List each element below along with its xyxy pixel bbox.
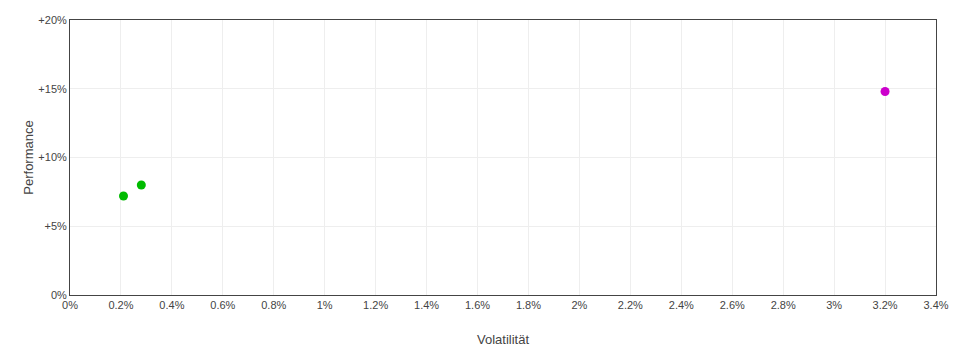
svg-text:+5%: +5%	[44, 220, 67, 232]
svg-text:1.8%: 1.8%	[516, 299, 541, 311]
svg-text:2.6%: 2.6%	[720, 299, 745, 311]
svg-text:2.2%: 2.2%	[618, 299, 643, 311]
svg-text:2.4%: 2.4%	[669, 299, 694, 311]
svg-text:0.8%: 0.8%	[261, 299, 286, 311]
svg-text:1.4%: 1.4%	[414, 299, 439, 311]
svg-text:3.2%: 3.2%	[873, 299, 898, 311]
svg-text:3.4%: 3.4%	[923, 299, 948, 311]
svg-text:2%: 2%	[571, 299, 587, 311]
svg-text:+10%: +10%	[38, 151, 67, 163]
svg-text:1.6%: 1.6%	[465, 299, 490, 311]
svg-text:0.4%: 0.4%	[159, 299, 184, 311]
svg-text:+15%: +15%	[38, 83, 67, 95]
svg-text:2.8%: 2.8%	[771, 299, 796, 311]
svg-text:Performance: Performance	[21, 120, 36, 194]
svg-text:3%: 3%	[826, 299, 842, 311]
svg-text:1.2%: 1.2%	[363, 299, 388, 311]
svg-text:1%: 1%	[317, 299, 333, 311]
svg-text:0%: 0%	[62, 299, 78, 311]
svg-text:0.6%: 0.6%	[210, 299, 235, 311]
svg-text:+20%: +20%	[38, 14, 67, 26]
svg-text:Volatilität: Volatilität	[477, 332, 529, 347]
svg-text:0%: 0%	[51, 289, 67, 301]
svg-text:0.2%: 0.2%	[108, 299, 133, 311]
